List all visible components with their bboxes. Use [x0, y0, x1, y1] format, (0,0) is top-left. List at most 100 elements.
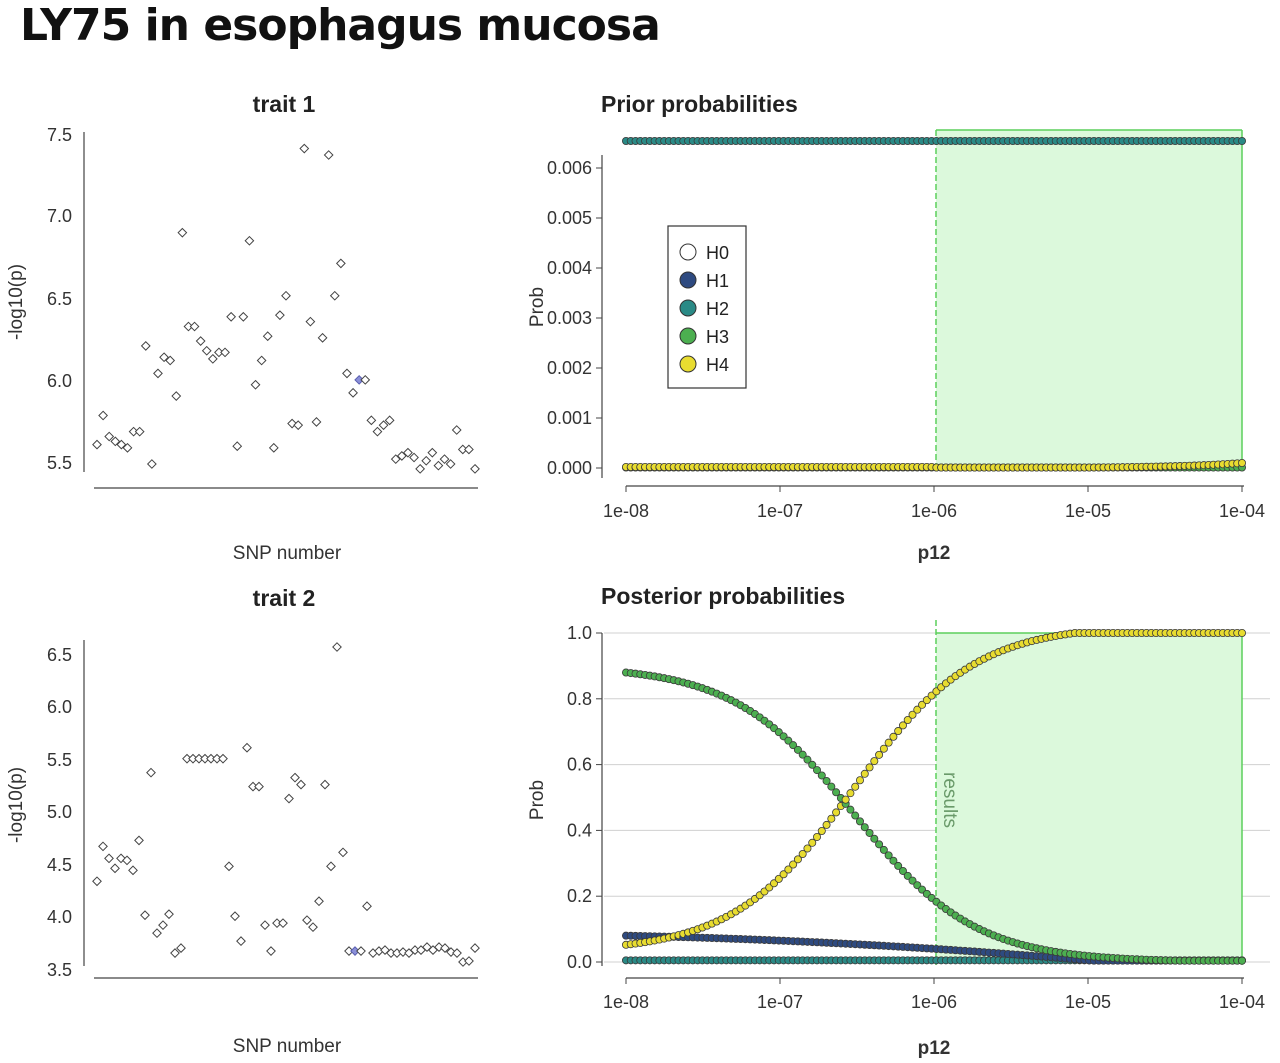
snp-point	[189, 321, 200, 332]
prior-xlabel: p12	[918, 543, 951, 564]
snp-point	[317, 332, 328, 343]
posterior-h4-point	[779, 870, 788, 879]
posterior-h3-point	[832, 788, 841, 797]
x-tick-label: 1e-04	[1219, 992, 1265, 1012]
snp-point	[445, 459, 456, 469]
posterior-h4-point	[860, 769, 869, 778]
posterior-h3-point	[851, 811, 860, 820]
snp-point	[396, 451, 407, 461]
posterior-h4-point	[774, 874, 783, 883]
trait2-title: trait 2	[253, 585, 316, 611]
prior-shaded-region	[936, 130, 1242, 468]
snp-point	[128, 865, 138, 876]
x-tick-label: 1e-08	[603, 992, 649, 1012]
y-tick-label: 1.0	[567, 623, 592, 643]
snp-point	[134, 426, 145, 437]
posterior-h4-point	[851, 782, 860, 791]
x-tick-label: 1e-08	[603, 501, 649, 521]
posterior-h3-point	[908, 876, 917, 885]
posterior-panel: Posterior probabilities results 0.00.20.…	[527, 583, 1270, 1059]
snp-point	[171, 391, 182, 401]
trait2-ylabel: -log10(p)	[6, 767, 27, 843]
posterior-h4-point	[898, 721, 907, 730]
snp-point	[332, 642, 342, 652]
legend-label-h1: H1	[706, 271, 729, 291]
y-tick-label: 0.000	[547, 458, 592, 478]
snp-point	[224, 861, 234, 872]
results-annotation: results	[939, 772, 960, 828]
legend-label-h0: H0	[706, 243, 729, 263]
prior-y-ticks: 0.000 0.001 0.002 0.003 0.004 0.005 0.006	[547, 158, 602, 478]
posterior-h4-point	[822, 820, 831, 829]
snp-point	[403, 447, 413, 458]
posterior-h4-point	[784, 865, 793, 874]
trait2-ytick-5.5: 5.5	[47, 750, 72, 770]
posterior-h3-point	[903, 871, 912, 880]
page-title: LY75 in esophagus mucosa	[20, 0, 661, 51]
y-tick-label: 0.003	[547, 308, 592, 328]
posterior-h3-point	[875, 840, 884, 849]
snp-point	[464, 956, 474, 966]
snp-point	[134, 835, 144, 846]
posterior-h4-point	[827, 814, 836, 823]
trait2-ytick-6.5: 6.5	[47, 645, 72, 665]
snp-point	[366, 415, 377, 426]
snp-point	[281, 290, 291, 301]
prior-title: Prior probabilities	[601, 91, 798, 117]
posterior-h4-point	[875, 750, 884, 759]
snp-point	[164, 909, 174, 920]
posterior-h4-point	[813, 832, 822, 841]
posterior-title: Posterior probabilities	[601, 583, 845, 609]
snp-point	[146, 459, 157, 469]
snp-point	[176, 943, 186, 953]
posterior-h4-point	[803, 844, 812, 853]
snp-point	[470, 463, 480, 474]
snp-point	[451, 425, 462, 435]
posterior-h3-point	[789, 741, 798, 750]
posterior-h4-point	[808, 838, 817, 847]
snp-point	[342, 368, 352, 379]
snp-point	[320, 779, 330, 790]
y-tick-label: 0.006	[547, 158, 592, 178]
posterior-h3-point	[817, 771, 826, 780]
x-tick-label: 1e-07	[757, 501, 803, 521]
posterior-x-ticks: 1e-08 1e-07 1e-06 1e-05 1e-04	[603, 978, 1265, 1012]
snp-point	[360, 374, 371, 385]
posterior-h3-point	[860, 823, 869, 832]
prior-x-ticks: 1e-08 1e-07 1e-06 1e-05 1e-04	[603, 486, 1265, 521]
y-tick-label: 0.0	[567, 952, 592, 972]
trait1-ytick-6.5: 6.5	[47, 289, 72, 309]
legend-marker-h4	[679, 355, 697, 373]
snp-point	[226, 311, 237, 322]
posterior-h4-point	[884, 738, 893, 747]
posterior-h3-point	[855, 817, 864, 826]
snp-point	[122, 442, 133, 453]
prior-h4-point	[1238, 458, 1247, 467]
snp-point	[195, 336, 206, 346]
snp-point	[159, 352, 169, 363]
y-tick-label: 0.4	[567, 820, 592, 840]
posterior-h4-point	[889, 732, 898, 741]
snp-point	[260, 920, 270, 931]
trait2-ytick-4.0: 4.0	[47, 907, 72, 927]
posterior-h3-point	[846, 805, 855, 814]
x-tick-label: 1e-06	[911, 501, 957, 521]
snp-point	[232, 441, 243, 452]
trait2-ytick-5.0: 5.0	[47, 802, 72, 822]
posterior-h3-point	[865, 828, 874, 837]
snp-point	[433, 460, 444, 471]
snp-point	[302, 915, 312, 926]
legend-marker-h3	[679, 327, 697, 345]
snp-point	[254, 781, 264, 792]
snp-point	[409, 452, 419, 463]
snp-point	[329, 290, 340, 301]
y-tick-label: 0.8	[567, 689, 592, 709]
snp-point	[242, 742, 252, 753]
prior-panel: Prior probabilities 0.000 0.001 0.002 0.003…	[527, 91, 1265, 564]
trait1-points	[92, 143, 480, 474]
snp-point	[140, 910, 150, 921]
y-tick-label: 0.6	[567, 755, 592, 775]
posterior-h4-point	[793, 855, 802, 864]
posterior-ylabel: Prob	[527, 780, 548, 820]
